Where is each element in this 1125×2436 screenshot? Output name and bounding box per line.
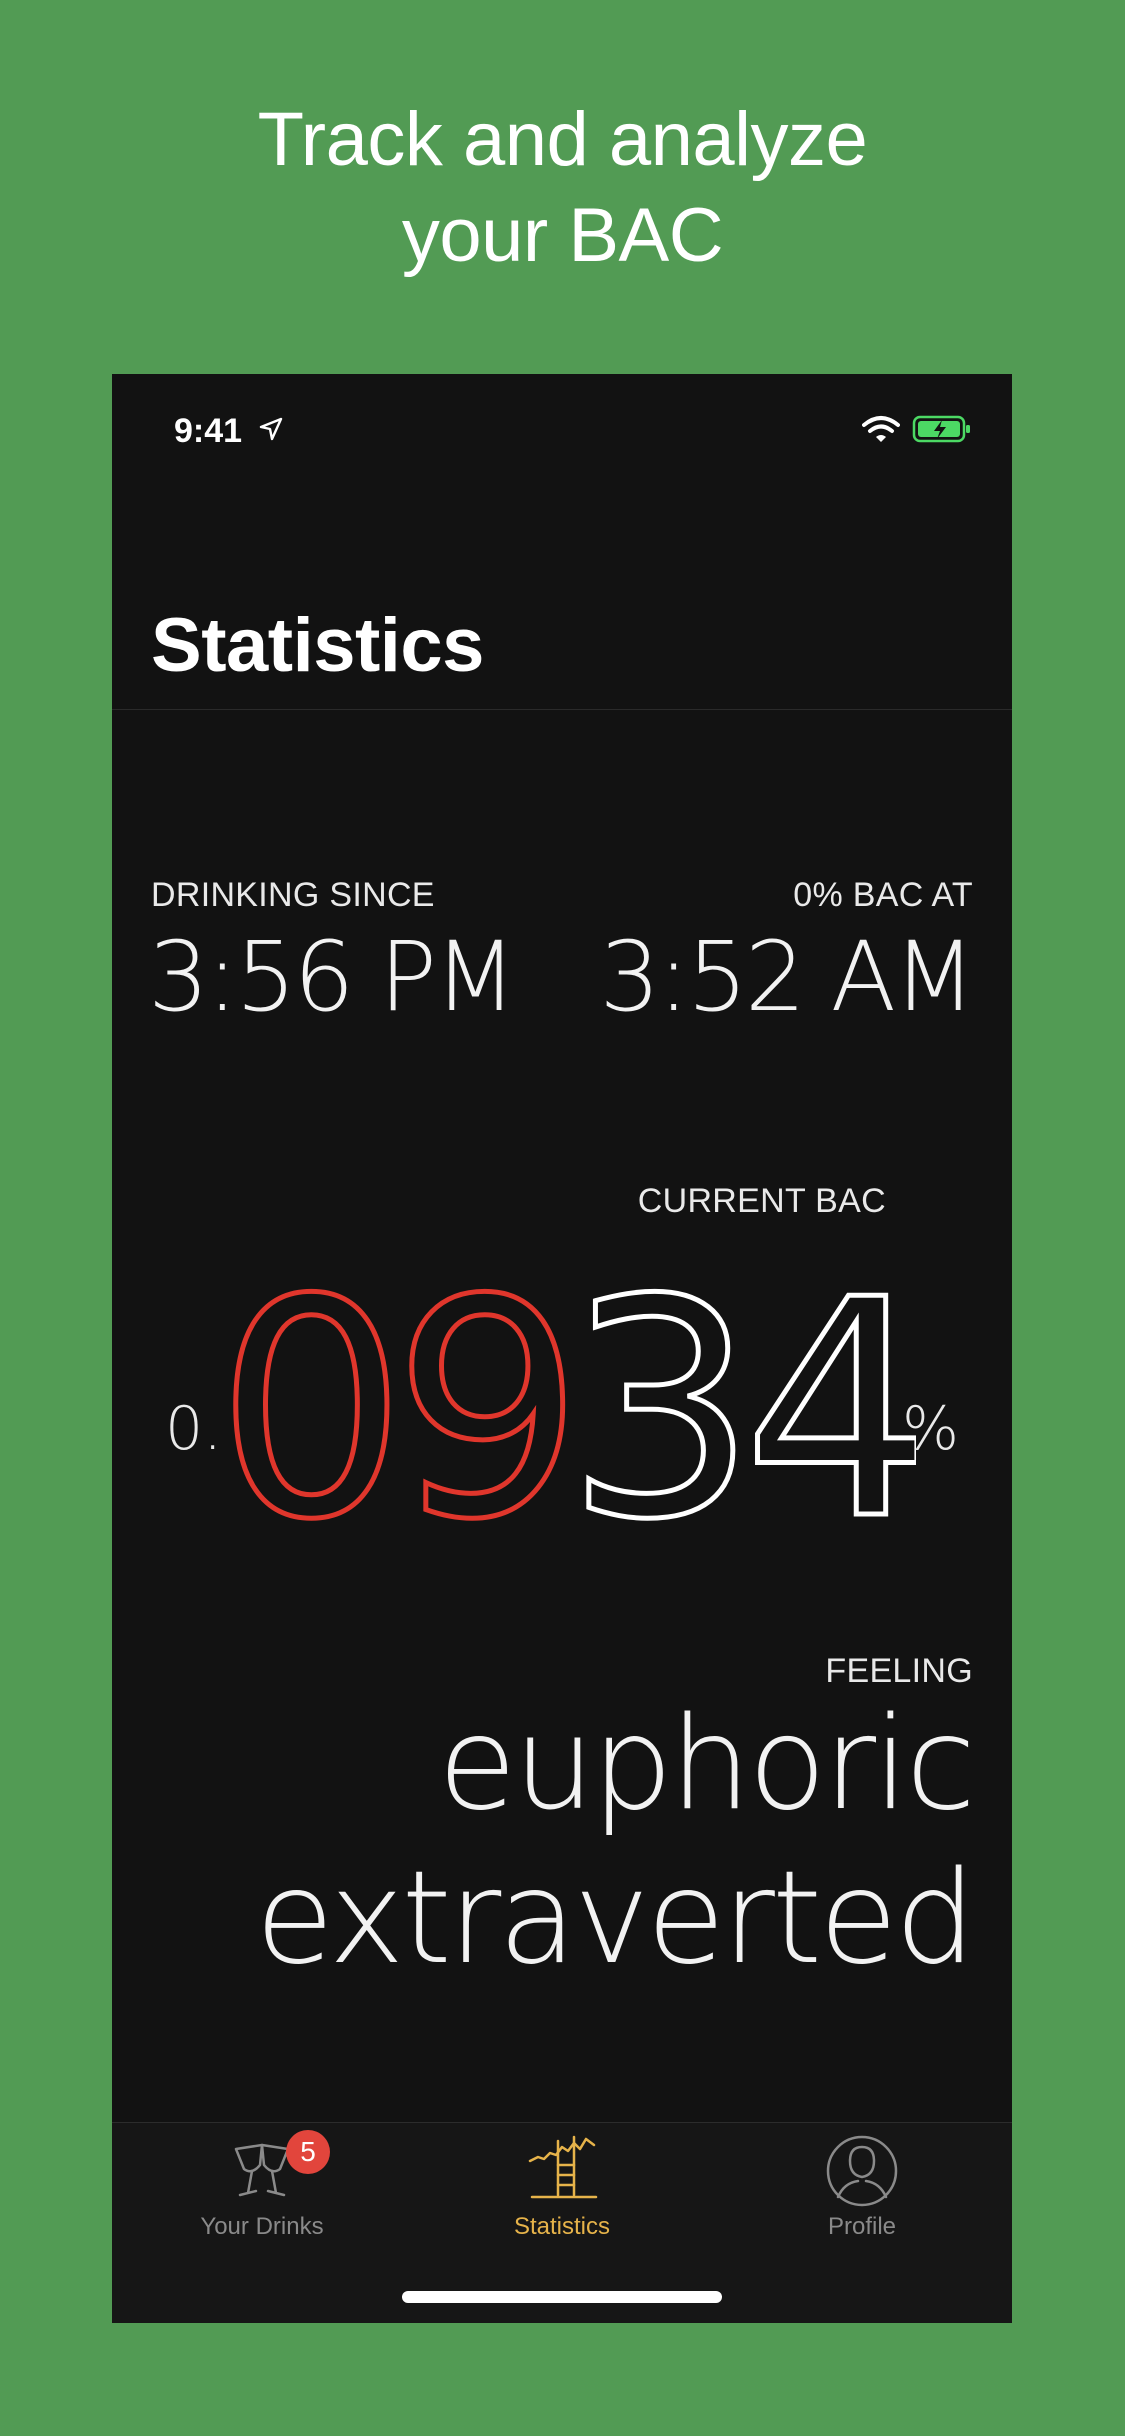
bac-suffix: % [902, 1394, 960, 1464]
tab-profile[interactable]: Profile [712, 2123, 1012, 2263]
status-time: 9:41 [174, 412, 243, 450]
promo-headline: Track and analyze your BAC [0, 92, 1125, 284]
headline-line-2: your BAC [401, 193, 724, 278]
tab-label: Statistics [513, 2213, 611, 2240]
headline-line-1: Track and analyze [257, 97, 868, 182]
zero-bac-label: 0% BAC AT [793, 876, 973, 914]
status-bar: 9:41 [112, 374, 1012, 484]
tab-label: Your Drinks [200, 2213, 324, 2240]
battery-charging-icon [912, 415, 970, 443]
feeling-word: extraverted [255, 1844, 976, 1993]
home-indicator[interactable] [402, 2291, 722, 2303]
tab-your-drinks[interactable]: 5 Your Drinks [112, 2123, 412, 2263]
wifi-icon [862, 416, 900, 442]
current-bac-label: CURRENT BAC [637, 1182, 886, 1220]
drinks-count-badge: 5 [286, 2130, 330, 2174]
drinking-since-value: 3:56 PM [148, 921, 517, 1033]
feeling-label: FEELING [825, 1652, 973, 1690]
location-arrow-icon [259, 417, 283, 441]
page-title: Statistics [151, 603, 484, 688]
tab-bar: 5 Your Drinks Statistics [112, 2122, 1012, 2323]
tab-label: Profile [827, 2213, 897, 2240]
bac-digits-red: 09 [216, 1236, 570, 1544]
bac-digits-white: 34 [566, 1236, 916, 1544]
drinking-since-label: DRINKING SINCE [151, 876, 435, 914]
tab-statistics[interactable]: Statistics [412, 2123, 712, 2263]
bac-prefix: 0. [165, 1394, 223, 1464]
wine-glasses-icon [234, 2143, 290, 2197]
chart-icon [528, 2135, 598, 2199]
zero-bac-value: 3:52 AM [599, 921, 976, 1033]
bac-value: 09 34 [216, 1224, 916, 1545]
phone-screen: 9:41 Statistics DRINKING SINCE 3:56 PM 0… [112, 374, 1012, 2323]
user-icon [826, 2135, 898, 2207]
title-divider [112, 709, 1012, 710]
feeling-word: euphoric [437, 1690, 976, 1839]
